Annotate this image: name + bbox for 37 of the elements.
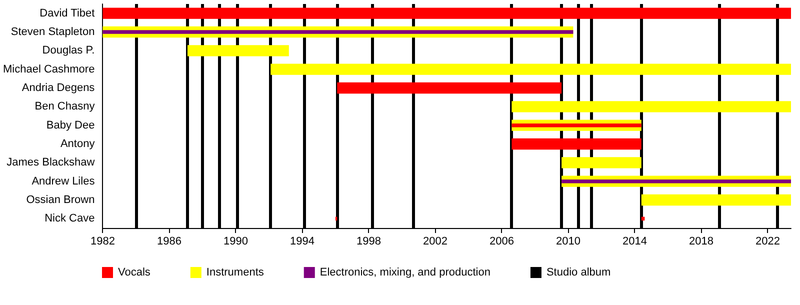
bar: [512, 138, 642, 150]
y-tick-label: Douglas P.: [42, 44, 95, 57]
legend-label: Studio album: [546, 266, 611, 278]
bar: [187, 45, 289, 56]
bar: [102, 30, 574, 34]
bar: [562, 157, 642, 168]
bar: [562, 179, 791, 184]
y-tick-label: Andria Degens: [22, 82, 96, 94]
y-tick-label: Andrew Liles: [32, 175, 96, 188]
x-tick-label: 1986: [156, 236, 182, 248]
y-tick-label: Steven Stapleton: [10, 26, 95, 38]
x-tick-label: 2018: [688, 236, 714, 248]
y-tick-label: Antony: [60, 138, 96, 150]
bar: [102, 8, 791, 19]
legend-label: Instruments: [206, 266, 264, 278]
x-tick-label: 1982: [90, 236, 115, 248]
x-tick-label: 2002: [422, 236, 448, 248]
y-tick-label: James Blackshaw: [6, 156, 95, 169]
bar: [512, 101, 791, 112]
y-tick-label: Nick Cave: [44, 212, 95, 225]
x-tick-label: 2022: [755, 236, 780, 248]
bar: [270, 64, 791, 75]
y-tick-label: Baby Dee: [46, 119, 95, 132]
y-tick-label: Ben Chasny: [34, 100, 96, 113]
x-tick-label: 1998: [356, 236, 381, 248]
x-tick-label: 1990: [223, 236, 248, 248]
bar: [337, 82, 562, 94]
y-tick-label: Ossian Brown: [26, 194, 95, 206]
x-tick-label: 1994: [290, 236, 314, 248]
legend-label: Electronics, mixing, and production: [320, 266, 490, 278]
y-tick-label: David Tibet: [40, 7, 95, 20]
x-tick-label: 2006: [489, 236, 514, 248]
legend-label: Vocals: [118, 266, 151, 278]
x-tick-label: 2010: [556, 236, 580, 248]
y-tick-label: Michael Cashmore: [3, 63, 95, 76]
x-tick-label: 2014: [622, 236, 647, 248]
bar: [641, 194, 791, 206]
